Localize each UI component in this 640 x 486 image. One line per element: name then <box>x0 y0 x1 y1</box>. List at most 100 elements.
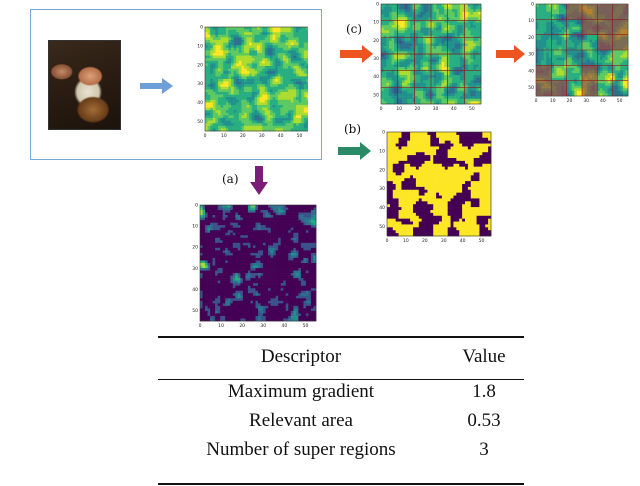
map-cell <box>207 290 211 294</box>
map-cell <box>296 102 299 106</box>
map-cell <box>249 68 253 72</box>
map-cell <box>488 195 492 199</box>
map-cell <box>235 308 239 312</box>
map-cell <box>238 79 242 82</box>
map-cell <box>263 212 266 216</box>
map-cell <box>236 97 240 101</box>
map-cell <box>436 163 440 167</box>
map-cell <box>241 120 245 124</box>
map-cell <box>415 169 420 173</box>
map-cell <box>285 76 289 80</box>
map-cell <box>205 300 208 304</box>
map-cell <box>290 105 294 108</box>
map-cell <box>298 280 302 284</box>
map-cell <box>249 115 253 119</box>
map-cell <box>263 220 266 223</box>
map-cell <box>231 37 234 41</box>
map-cell <box>263 210 266 213</box>
map-cell <box>235 230 239 234</box>
map-cell <box>249 92 253 95</box>
map-cell <box>413 186 417 191</box>
map-cell <box>300 240 304 244</box>
map-cell <box>290 275 294 279</box>
map-cell <box>306 29 308 33</box>
map-cell <box>430 152 434 156</box>
map-cell <box>240 273 244 276</box>
map-cell <box>290 50 294 54</box>
map-cell <box>242 265 246 269</box>
map-cell <box>220 250 223 254</box>
map-cell <box>268 252 271 256</box>
map-cell <box>288 123 292 127</box>
map-cell <box>215 99 219 103</box>
map-cell <box>424 166 428 170</box>
map-cell <box>303 250 307 254</box>
map-cell <box>283 102 286 106</box>
map-cell <box>313 308 317 312</box>
map-cell <box>401 218 405 222</box>
map-cell <box>288 265 292 269</box>
map-cell <box>232 215 236 218</box>
map-cell <box>404 152 408 156</box>
map-cell <box>293 110 297 114</box>
map-cell <box>273 268 276 271</box>
map-cell <box>240 242 244 246</box>
map-cell <box>430 158 434 162</box>
map-cell <box>220 40 224 43</box>
map-cell <box>264 68 268 72</box>
map-cell <box>450 221 454 225</box>
map-cell <box>237 245 241 249</box>
map-cell <box>395 163 399 167</box>
map-cell <box>285 207 289 211</box>
map-cell <box>252 215 256 218</box>
map-cell <box>467 140 472 144</box>
map-cell <box>290 255 294 259</box>
map-cell <box>246 89 250 93</box>
map-cell <box>222 205 226 208</box>
map-cell <box>260 232 264 236</box>
map-cell <box>476 184 480 188</box>
map-cell <box>244 55 247 59</box>
map-cell <box>288 245 292 249</box>
map-cell <box>295 290 299 294</box>
map-cell <box>227 257 231 261</box>
map-cell <box>300 278 304 281</box>
map-cell <box>220 230 223 234</box>
map-cell <box>395 169 399 173</box>
purple-arrow-icon <box>250 166 268 195</box>
map-cell <box>462 210 466 214</box>
map-cell <box>263 215 266 218</box>
map-cell <box>233 60 237 64</box>
map-cell <box>241 27 245 30</box>
map-cell <box>306 66 308 69</box>
map-cell <box>456 163 460 167</box>
map-cell <box>215 220 218 223</box>
map-cell <box>255 263 259 266</box>
map-cell <box>285 232 289 236</box>
map-cell <box>223 63 227 67</box>
map-cell <box>280 50 284 54</box>
map-cell <box>245 207 249 211</box>
map-cell <box>270 255 274 259</box>
map-cell <box>427 149 431 153</box>
map-cell <box>200 232 203 236</box>
map-cell <box>275 207 279 211</box>
map-cell <box>255 300 259 304</box>
map-cell <box>220 84 224 88</box>
map-cell <box>225 313 229 317</box>
map-cell <box>238 32 242 36</box>
map-cell <box>285 288 289 292</box>
map-cell <box>401 166 405 170</box>
map-cell <box>264 47 268 51</box>
map-cell <box>395 172 399 176</box>
map-cell <box>273 275 276 279</box>
x-tick-label: 20 <box>240 133 246 139</box>
map-cell <box>285 295 289 299</box>
map-cell <box>308 265 312 269</box>
map-cell <box>210 230 213 234</box>
map-cell <box>231 97 234 101</box>
map-cell <box>430 212 434 217</box>
map-cell <box>251 76 255 80</box>
map-cell <box>421 132 425 136</box>
map-cell <box>462 189 466 193</box>
